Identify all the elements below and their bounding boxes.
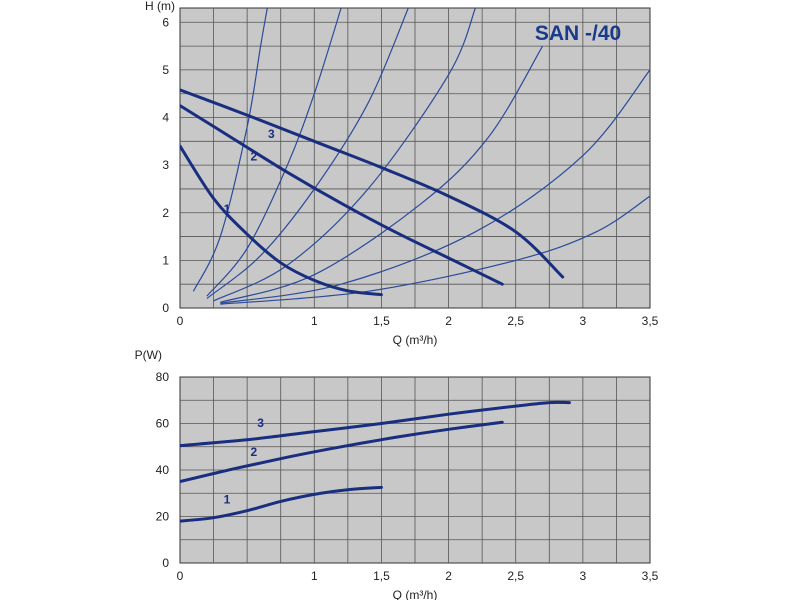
- power-x-axis-label: Q (m³/h): [393, 588, 438, 600]
- head-x-tick-label: 3: [580, 314, 587, 328]
- head-x-tick-label: 1: [311, 314, 318, 328]
- head-system-curve: [206, 8, 409, 299]
- head-y-tick-label: 3: [162, 158, 169, 172]
- head-plot-content: [180, 8, 650, 305]
- power-series-line-2: [180, 420, 504, 484]
- head-y-tick-label: 1: [162, 253, 169, 267]
- power-x-tick-label: 3,5: [642, 569, 659, 583]
- power-y-tick-label: 0: [162, 556, 169, 570]
- power-series-label-3: 3: [257, 416, 264, 430]
- head-series-label-2: 2: [251, 149, 258, 163]
- head-series-line-2: [180, 104, 504, 286]
- power-x-tick-label: 0: [177, 569, 184, 583]
- head-y-tick-label: 2: [162, 206, 169, 220]
- power-y-tick-label: 80: [156, 370, 170, 384]
- head-x-axis-label: Q (m³/h): [393, 333, 438, 347]
- power-x-tick-label: 1: [311, 569, 318, 583]
- power-plot-content: [180, 400, 571, 523]
- head-x-tick-label: 0: [177, 314, 184, 328]
- head-y-axis-label: H (m): [145, 0, 175, 13]
- power-y-tick-label: 40: [156, 463, 170, 477]
- head-system-curve: [220, 195, 650, 305]
- power-x-tick-label: 3: [580, 569, 587, 583]
- head-system-curve: [206, 8, 342, 297]
- power-series-label-2: 2: [251, 445, 258, 459]
- power-x-tick-label: 2: [445, 569, 452, 583]
- head-x-tick-label: 2,5: [507, 314, 524, 328]
- power-y-tick-label: 60: [156, 417, 170, 431]
- head-y-tick-label: 6: [162, 15, 169, 29]
- power-series-line-3: [180, 400, 571, 448]
- head-chart-title: SAN -/40: [535, 22, 621, 45]
- power-chart: 0 1 1,5 2 2,5 3 3,5 0 20 40 60 80 Q (m³/h) P(W) 1 2 3: [135, 348, 659, 600]
- head-series-label-3: 3: [268, 127, 275, 141]
- head-series-label-1: 1: [224, 202, 231, 216]
- head-y-tick-label: 5: [162, 63, 169, 77]
- power-x-tick-label: 2,5: [507, 569, 524, 583]
- power-x-tick-label: 1,5: [373, 569, 390, 583]
- head-system-curve: [220, 69, 650, 304]
- head-x-tick-label: 1,5: [373, 314, 390, 328]
- head-y-tick-label: 4: [162, 111, 169, 125]
- head-y-tick-label: 0: [162, 301, 169, 315]
- head-x-tick-label: 2: [445, 314, 452, 328]
- power-series-line-1: [180, 485, 383, 523]
- head-system-curve: [213, 8, 476, 302]
- power-series-label-1: 1: [224, 493, 231, 507]
- power-y-axis-label: P(W): [135, 348, 162, 362]
- head-x-tick-label: 3,5: [642, 314, 659, 328]
- head-system-curve: [220, 45, 544, 303]
- head-series-line-3: [180, 88, 565, 279]
- power-y-tick-label: 20: [156, 510, 170, 524]
- head-system-curve: [192, 8, 268, 292]
- head-series-line-1: [180, 144, 383, 297]
